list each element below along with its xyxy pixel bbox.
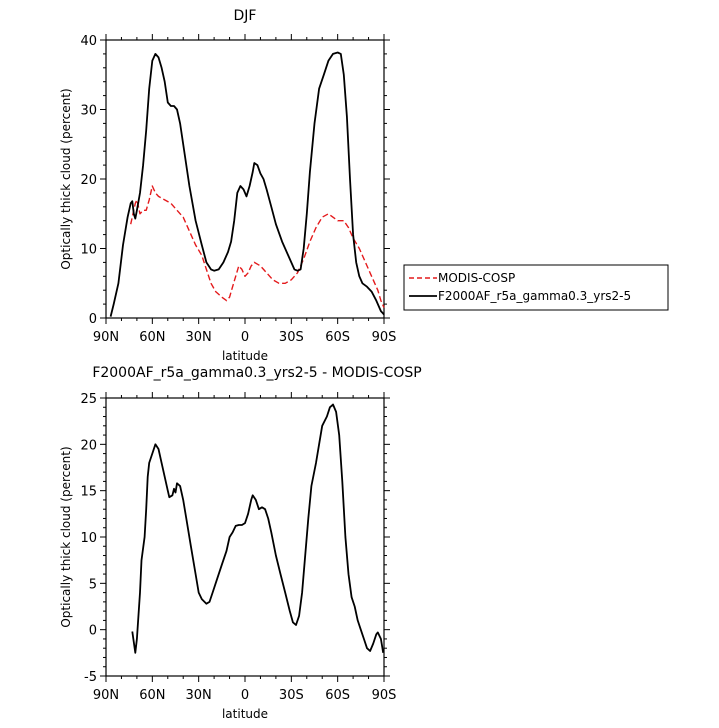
x-axis-title: latitude bbox=[222, 349, 268, 363]
x-tick-label: 60N bbox=[139, 330, 165, 345]
x-tick-label: 30N bbox=[186, 688, 212, 703]
y-tick-label: 0 bbox=[89, 312, 97, 327]
legend: MODIS-COSP F2000AF_r5a_gamma0.3_yrs2-5 bbox=[403, 264, 669, 311]
chart-2: F2000AF_r5a_gamma0.3_yrs2-5 - MODIS-COSP… bbox=[59, 365, 422, 721]
y-axis-title: Optically thick cloud (percent) bbox=[59, 446, 73, 627]
chart-1: DJF 90N 60N 30N 0 30S 60S 90S 0 10 20 30 40 latitude O… bbox=[59, 8, 669, 363]
y-tick-label: 15 bbox=[80, 485, 97, 500]
x-tick-label: 30N bbox=[186, 330, 212, 345]
x-tick-label: 0 bbox=[241, 330, 249, 345]
chart-title: DJF bbox=[234, 8, 257, 24]
y-tick-label: 25 bbox=[80, 392, 97, 407]
x-tick-label: 30S bbox=[279, 688, 304, 703]
x-tick-label: 0 bbox=[241, 688, 249, 703]
y-tick-label: 30 bbox=[80, 104, 97, 119]
y-tick-label: -5 bbox=[84, 670, 97, 685]
y-tick-label: 10 bbox=[80, 243, 97, 258]
x-tick-label: 60S bbox=[325, 330, 350, 345]
y-tick-label: 40 bbox=[80, 34, 97, 49]
y-tick-label: 20 bbox=[80, 438, 97, 453]
series-line-1 bbox=[130, 185, 385, 308]
legend-label-2: F2000AF_r5a_gamma0.3_yrs2-5 bbox=[438, 289, 631, 303]
y-tick-label: 10 bbox=[80, 531, 97, 546]
plot-frame bbox=[105, 397, 385, 677]
x-tick-label: 30S bbox=[279, 330, 304, 345]
x-tick-label: 90S bbox=[372, 330, 397, 345]
series-line-2 bbox=[109, 51, 385, 317]
x-tick-label: 60N bbox=[139, 688, 165, 703]
x-tick-label: 90N bbox=[93, 330, 119, 345]
y-tick-label: 20 bbox=[80, 173, 97, 188]
series-line-1 bbox=[131, 403, 385, 654]
x-tick-label: 90S bbox=[372, 688, 397, 703]
legend-label-1: MODIS-COSP bbox=[438, 271, 515, 285]
x-tick-label: 60S bbox=[325, 688, 350, 703]
y-tick-label: 0 bbox=[89, 624, 97, 639]
x-tick-label: 90N bbox=[93, 688, 119, 703]
chart-title: F2000AF_r5a_gamma0.3_yrs2-5 - MODIS-COSP bbox=[92, 365, 421, 381]
y-tick-label: 5 bbox=[89, 577, 97, 592]
x-axis-title: latitude bbox=[222, 707, 268, 721]
y-axis-title: Optically thick cloud (percent) bbox=[59, 88, 73, 269]
legend-box bbox=[403, 264, 669, 311]
